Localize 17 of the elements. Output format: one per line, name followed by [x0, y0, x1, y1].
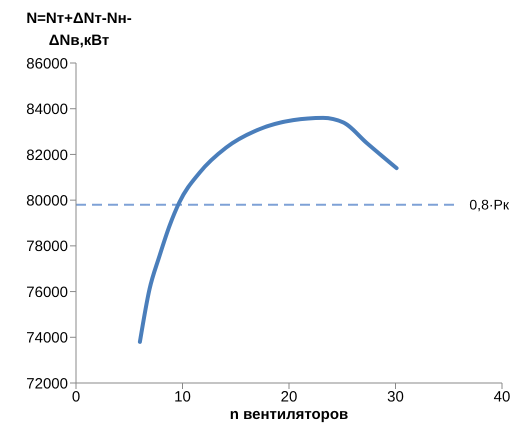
y-tick-label: 82000: [26, 146, 68, 164]
y-tick-label: 74000: [26, 330, 68, 347]
y-tick-label: 76000: [26, 284, 68, 301]
x-tick-label: 40: [494, 388, 510, 406]
x-tick-label: 0: [72, 388, 80, 406]
x-tick-label: 10: [174, 388, 191, 406]
y-axis-title: N=Nт+ΔNт-Nн-ΔNв,кВт: [25, 9, 133, 51]
y-tick-label: 78000: [26, 238, 68, 256]
y-tick-label: 84000: [26, 101, 68, 118]
y-tick-label: 72000: [26, 375, 68, 392]
line-series: [138, 116, 399, 344]
y-tick-label: 86000: [26, 55, 68, 72]
x-axis-title: n вентиляторов: [230, 406, 348, 423]
ref-line-label: 0,8·Pк: [469, 196, 510, 213]
y-tick-label: 80000: [26, 192, 68, 210]
x-tick-label: 20: [280, 388, 298, 406]
x-tick-label: 30: [387, 388, 404, 406]
